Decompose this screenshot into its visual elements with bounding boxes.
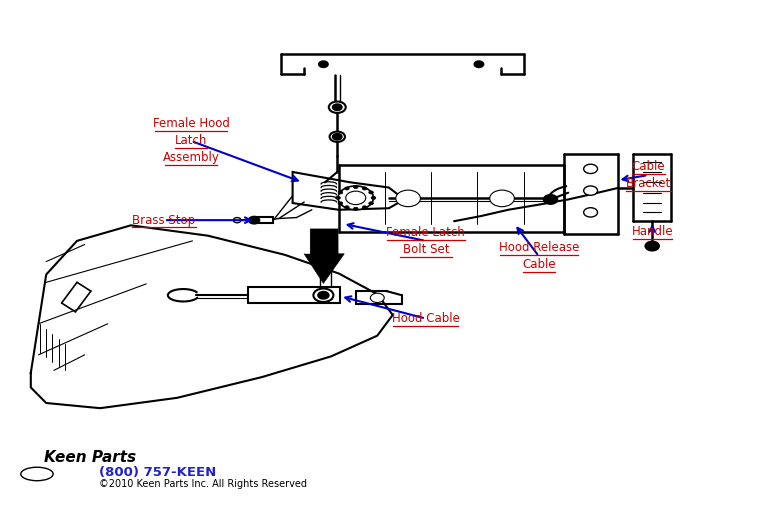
Text: ©2010 Keen Parts Inc. All Rights Reserved: ©2010 Keen Parts Inc. All Rights Reserve… <box>99 479 306 489</box>
Circle shape <box>333 134 342 140</box>
Text: Bolt Set: Bolt Set <box>403 243 449 256</box>
Circle shape <box>318 292 329 299</box>
Circle shape <box>319 61 328 67</box>
Text: Keen Parts: Keen Parts <box>44 450 136 465</box>
Circle shape <box>329 102 346 113</box>
Text: Handle: Handle <box>631 225 673 238</box>
Circle shape <box>333 104 342 110</box>
Circle shape <box>584 186 598 195</box>
Circle shape <box>363 206 367 209</box>
Circle shape <box>345 206 350 209</box>
Circle shape <box>330 132 345 142</box>
Circle shape <box>370 293 384 303</box>
Circle shape <box>396 190 420 207</box>
Text: Assembly: Assembly <box>162 151 219 165</box>
Circle shape <box>645 241 659 251</box>
Circle shape <box>369 191 373 194</box>
Polygon shape <box>304 229 344 283</box>
Circle shape <box>363 187 367 190</box>
Circle shape <box>338 186 373 210</box>
Circle shape <box>346 191 366 205</box>
Text: Hood Cable: Hood Cable <box>392 312 460 325</box>
Circle shape <box>353 185 358 189</box>
Circle shape <box>353 207 358 210</box>
Circle shape <box>249 217 259 224</box>
Circle shape <box>584 164 598 174</box>
Text: Latch: Latch <box>175 134 207 148</box>
Text: Cable: Cable <box>522 258 556 271</box>
Circle shape <box>544 195 557 204</box>
Circle shape <box>233 218 241 223</box>
Circle shape <box>313 289 333 302</box>
Ellipse shape <box>21 467 53 481</box>
Circle shape <box>338 202 343 205</box>
Text: Hood Release: Hood Release <box>499 241 579 254</box>
Text: Bracket: Bracket <box>626 177 671 190</box>
Circle shape <box>338 191 343 194</box>
Circle shape <box>336 196 340 199</box>
Text: Brass Stop: Brass Stop <box>132 213 196 227</box>
Circle shape <box>474 61 484 67</box>
Circle shape <box>490 190 514 207</box>
Circle shape <box>345 187 350 190</box>
Circle shape <box>584 208 598 217</box>
Bar <box>256 217 273 223</box>
Text: Female Hood: Female Hood <box>152 117 229 131</box>
Text: Cable: Cable <box>631 160 665 173</box>
Circle shape <box>369 202 373 205</box>
Text: Female Latch: Female Latch <box>387 226 465 239</box>
Text: (800) 757-KEEN: (800) 757-KEEN <box>99 466 216 479</box>
Circle shape <box>371 196 376 199</box>
Polygon shape <box>293 172 404 210</box>
